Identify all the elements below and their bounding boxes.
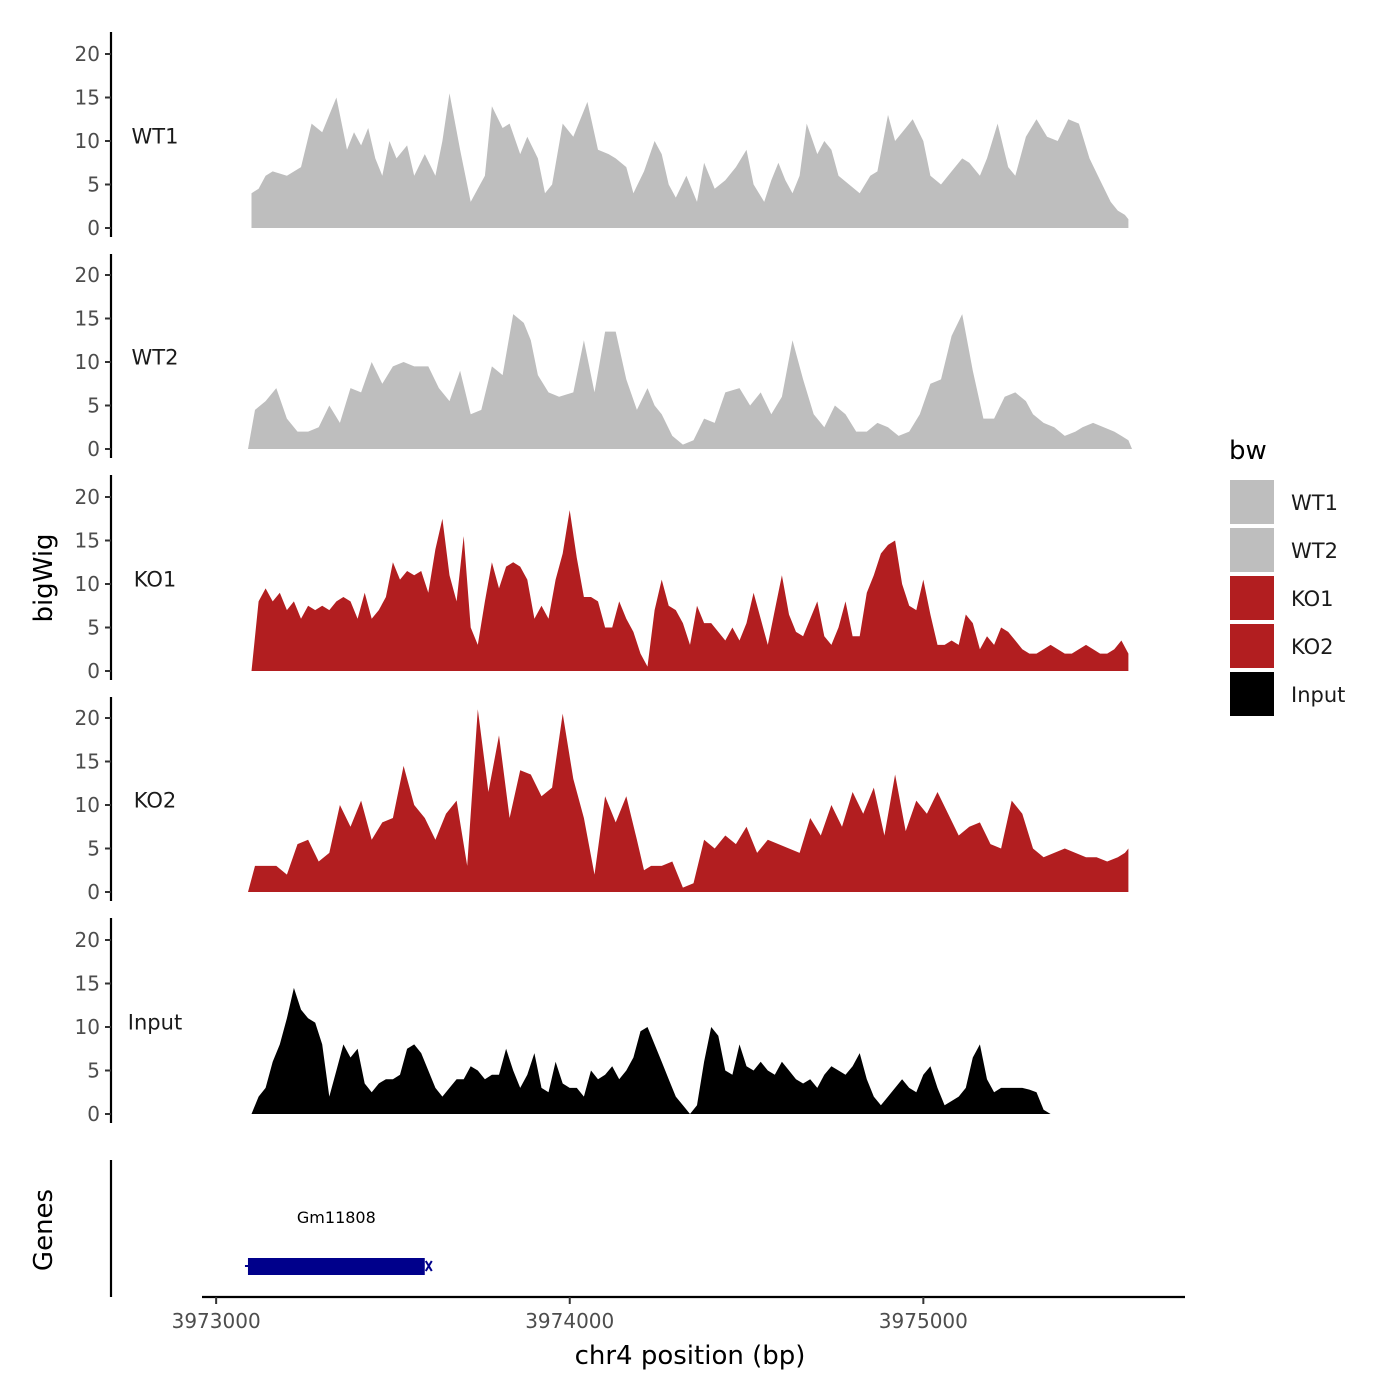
legend-label-wt1: WT1 [1291,491,1338,515]
legend-swatch-wt1 [1230,480,1274,524]
legend-label-ko2: KO2 [1291,635,1334,659]
y-tick-label: 15 [75,86,100,110]
y-tick-label: 10 [75,1015,100,1039]
x-tick-label: 3975000 [879,1309,968,1333]
area-input [251,987,1136,1114]
y-tick-label: 10 [75,350,100,374]
y-tick-label: 0 [87,216,100,240]
area-wt1 [251,93,1129,228]
track-label-wt1: WT1 [132,125,179,149]
track-label-wt2: WT2 [132,346,179,370]
y-tick-label: 0 [87,659,100,683]
y-tick-label: 15 [75,307,100,331]
legend-label-ko1: KO1 [1291,587,1334,611]
x-tick-label: 3973000 [172,1309,261,1333]
y-tick-label: 5 [87,616,100,640]
y-tick-label: 20 [75,485,100,509]
area-wt2 [248,314,1132,449]
genes-panel: Gm11808 [109,1160,433,1297]
tracks: 0 5 10 15 20 WT1 0 5 10 15 20 WT2 0 5 10 15 20 KO1 0 5 10 15 2… [75,32,1136,1126]
area-ko1 [251,510,1129,671]
y-tick-label: 5 [87,837,100,861]
y-tick-label: 5 [87,394,100,418]
legend-title: bw [1229,436,1267,466]
x-axis-title: chr4 position (bp) [575,1341,806,1371]
track-label-ko1: KO1 [134,568,177,592]
track-ko2: 0 5 10 15 20 KO2 [75,697,1129,904]
legend-label-input: Input [1291,683,1345,707]
x-tick-label: 3974000 [525,1309,614,1333]
area-ko2 [248,709,1129,892]
y-tick-label: 10 [75,129,100,153]
track-ko1: 0 5 10 15 20 KO1 [75,475,1129,683]
y-tick-label: 20 [75,42,100,66]
legend: bw WT1 WT2 KO1 KO2 Input [1229,436,1345,716]
y-tick-label: 10 [75,572,100,596]
track-label-input: Input [128,1011,182,1035]
track-input: 0 5 10 15 20 Input [75,918,1136,1126]
genes-axis-title: Genes [29,1189,59,1271]
y-tick-label: 20 [75,263,100,287]
y-axis-title: bigWig [29,533,59,622]
track-label-ko2: KO2 [134,789,177,813]
legend-swatch-ko2 [1230,624,1274,668]
track-wt1: 0 5 10 15 20 WT1 [75,32,1129,240]
legend-label-wt2: WT2 [1291,539,1338,563]
y-tick-label: 0 [87,1102,100,1126]
y-tick-label: 15 [75,529,100,553]
y-tick-label: 20 [75,928,100,952]
y-tick-label: 0 [87,437,100,461]
y-tick-label: 0 [87,880,100,904]
y-tick-label: 20 [75,706,100,730]
gene-label: Gm11808 [297,1208,376,1227]
gene-strand-marker [424,1260,433,1272]
legend-swatch-ko1 [1230,576,1274,620]
legend-swatch-wt2 [1230,528,1274,572]
gene-bar [247,1258,425,1275]
y-tick-label: 15 [75,972,100,996]
track-wt2: 0 5 10 15 20 WT2 [75,254,1132,461]
legend-swatch-input [1230,672,1274,716]
y-tick-label: 15 [75,750,100,774]
y-tick-label: 5 [87,1059,100,1083]
y-tick-label: 5 [87,173,100,197]
x-axis: 3973000 3974000 3975000 [172,1295,1185,1333]
y-tick-label: 10 [75,793,100,817]
